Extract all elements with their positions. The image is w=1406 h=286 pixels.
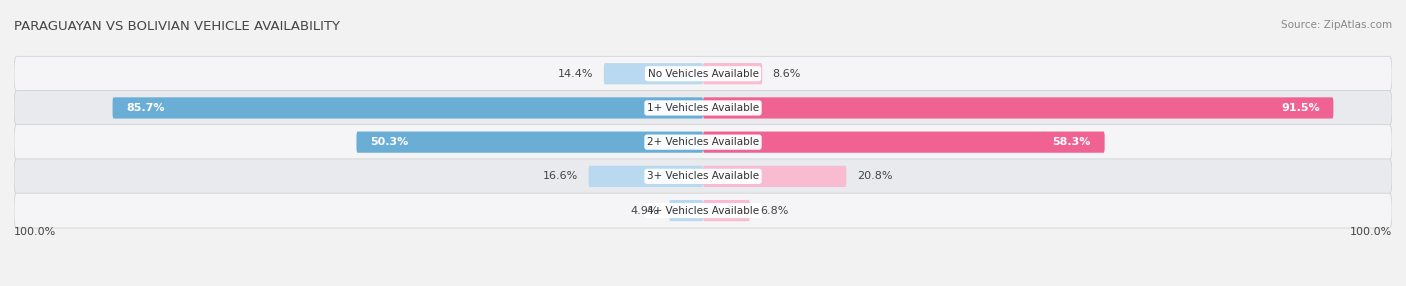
- Text: 58.3%: 58.3%: [1053, 137, 1091, 147]
- FancyBboxPatch shape: [14, 125, 1392, 160]
- FancyBboxPatch shape: [669, 200, 703, 221]
- FancyBboxPatch shape: [589, 166, 703, 187]
- Text: PARAGUAYAN VS BOLIVIAN VEHICLE AVAILABILITY: PARAGUAYAN VS BOLIVIAN VEHICLE AVAILABIL…: [14, 20, 340, 33]
- Text: Source: ZipAtlas.com: Source: ZipAtlas.com: [1281, 20, 1392, 30]
- Text: 4.9%: 4.9%: [630, 206, 659, 216]
- Text: 85.7%: 85.7%: [127, 103, 165, 113]
- Text: 6.8%: 6.8%: [761, 206, 789, 216]
- FancyBboxPatch shape: [14, 159, 1392, 194]
- FancyBboxPatch shape: [14, 90, 1392, 125]
- Text: 100.0%: 100.0%: [1350, 227, 1392, 237]
- Text: 14.4%: 14.4%: [558, 69, 593, 79]
- Text: 91.5%: 91.5%: [1281, 103, 1320, 113]
- Text: 8.6%: 8.6%: [772, 69, 801, 79]
- FancyBboxPatch shape: [703, 200, 749, 221]
- FancyBboxPatch shape: [14, 56, 1392, 91]
- Text: 3+ Vehicles Available: 3+ Vehicles Available: [647, 171, 759, 181]
- Legend: Paraguayan, Bolivian: Paraguayan, Bolivian: [612, 283, 794, 286]
- FancyBboxPatch shape: [357, 132, 703, 153]
- Text: 100.0%: 100.0%: [14, 227, 56, 237]
- FancyBboxPatch shape: [703, 63, 762, 84]
- Text: 50.3%: 50.3%: [370, 137, 409, 147]
- FancyBboxPatch shape: [603, 63, 703, 84]
- FancyBboxPatch shape: [703, 97, 1333, 118]
- Text: 4+ Vehicles Available: 4+ Vehicles Available: [647, 206, 759, 216]
- FancyBboxPatch shape: [703, 132, 1105, 153]
- FancyBboxPatch shape: [112, 97, 703, 118]
- FancyBboxPatch shape: [703, 166, 846, 187]
- Text: No Vehicles Available: No Vehicles Available: [648, 69, 758, 79]
- Text: 1+ Vehicles Available: 1+ Vehicles Available: [647, 103, 759, 113]
- Text: 2+ Vehicles Available: 2+ Vehicles Available: [647, 137, 759, 147]
- Text: 20.8%: 20.8%: [856, 171, 893, 181]
- FancyBboxPatch shape: [14, 193, 1392, 228]
- Text: 16.6%: 16.6%: [543, 171, 578, 181]
